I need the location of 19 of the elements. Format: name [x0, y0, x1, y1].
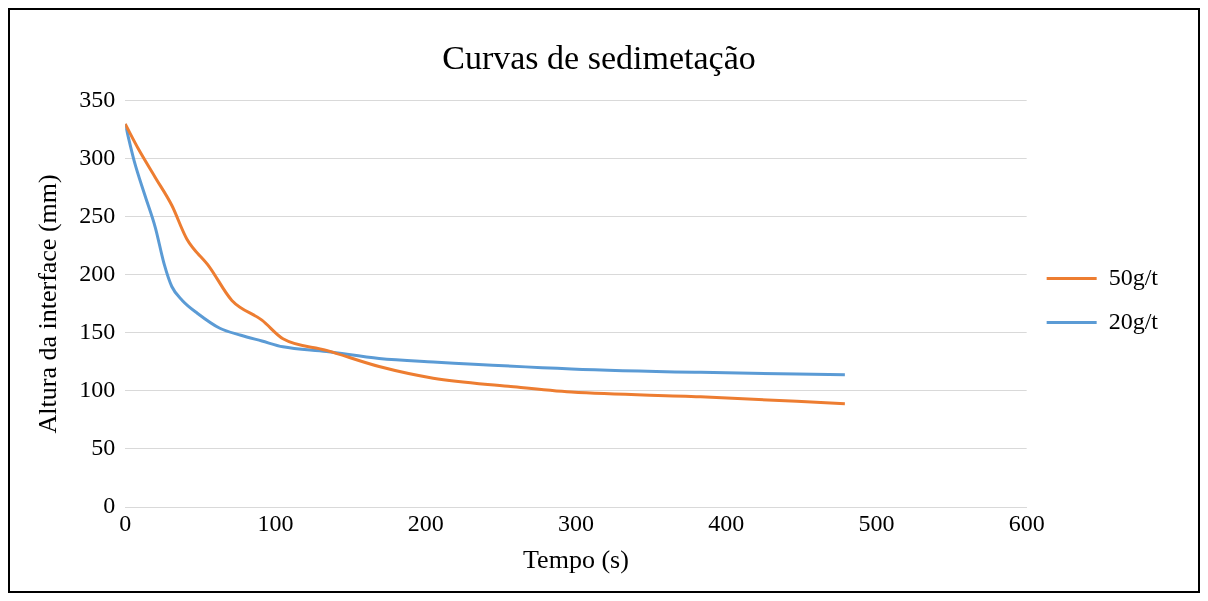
y-tick-label: 250 — [79, 202, 116, 229]
y-tick-label: 0 — [103, 492, 116, 519]
x-tick-label: 600 — [1008, 509, 1045, 536]
y-tick-label: 350 — [79, 86, 116, 113]
x-tick-label: 500 — [858, 509, 895, 536]
x-tick-label: 300 — [557, 509, 594, 536]
y-tick-label: 200 — [79, 260, 116, 287]
chart-title: Curvas de sedimetação — [442, 39, 756, 77]
y-axis-title: Altura da interface (mm) — [33, 174, 63, 434]
y-tick-label: 50 — [91, 434, 116, 461]
x-axis-title: Tempo (s) — [523, 545, 629, 575]
y-tick-label: 100 — [79, 376, 116, 403]
x-tick-label: 400 — [708, 509, 745, 536]
y-tick-label: 300 — [79, 144, 116, 171]
legend-label: 50g/t — [1108, 263, 1159, 290]
y-tick-label: 150 — [79, 318, 116, 345]
legend-label: 20g/t — [1108, 307, 1159, 334]
x-tick-label: 100 — [257, 509, 294, 536]
x-tick-label: 200 — [407, 509, 444, 536]
